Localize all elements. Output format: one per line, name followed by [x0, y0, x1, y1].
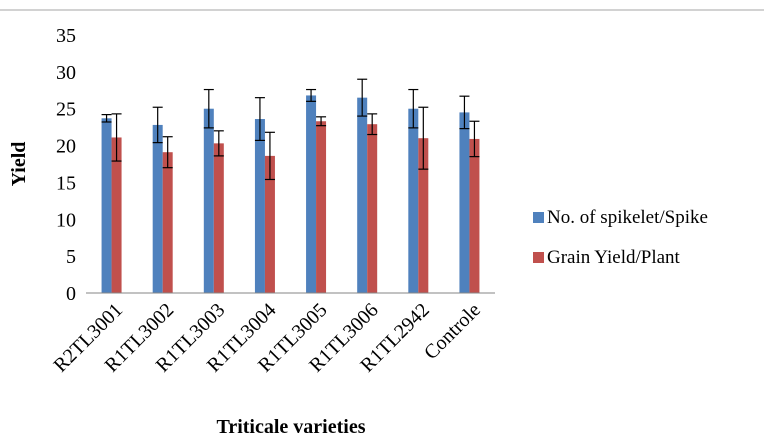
bars: [101, 95, 480, 294]
bar: [254, 119, 265, 293]
bar: [469, 138, 480, 293]
y-tick-label: 30: [56, 62, 76, 84]
bar: [306, 95, 317, 294]
y-axis-title: Yield: [8, 142, 30, 187]
bar: [408, 108, 419, 293]
y-tick-label: 5: [66, 246, 76, 268]
bar: [101, 118, 112, 293]
y-tick-label: 0: [66, 283, 76, 305]
y-tick-label: 15: [56, 172, 76, 194]
error-bars: [101, 78, 480, 181]
legend-label: Grain Yield/Plant: [547, 247, 681, 268]
bar: [162, 152, 173, 293]
x-axis-title: Triticale varieties: [216, 416, 365, 438]
bar: [316, 121, 327, 293]
bar: [367, 124, 378, 294]
legend-label: No. of spikelet/Spike: [547, 207, 708, 228]
legend-swatch: [533, 212, 544, 223]
bar: [152, 124, 163, 293]
y-axis-ticks: 0 5 10 15 20 25 30 35: [56, 25, 76, 305]
y-tick-label: 35: [56, 25, 76, 47]
bar: [418, 138, 429, 293]
bar: [357, 97, 368, 294]
y-tick-label: 10: [56, 209, 76, 231]
bar: [264, 155, 275, 293]
bar: [459, 112, 470, 294]
bar: [111, 137, 122, 293]
legend-swatch: [533, 252, 544, 263]
x-tick-label: Controle: [420, 299, 485, 364]
legend: No. of spikelet/Spike Grain Yield/Plant: [533, 207, 708, 268]
bar: [213, 143, 224, 293]
y-tick-label: 25: [56, 99, 76, 121]
bar: [203, 108, 214, 293]
y-tick-label: 20: [56, 136, 76, 158]
x-axis-ticks: R2TL3001R1TL3002R1TL3003R1TL3004R1TL3005…: [49, 299, 485, 377]
